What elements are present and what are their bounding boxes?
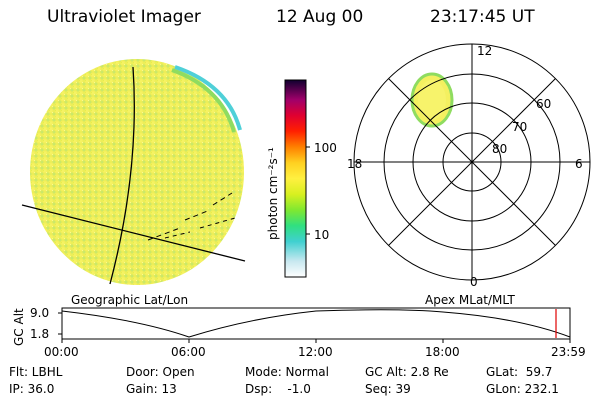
polar-label-12: 12 — [477, 44, 493, 58]
info-dsp: Dsp: -1.0 — [245, 382, 311, 396]
latitude-line — [21, 204, 246, 262]
info-ip: IP: 36.0 — [9, 382, 55, 396]
time-label: 23:17:45 UT — [430, 7, 535, 27]
earth-disk — [21, 59, 246, 285]
polar-lat-60: 60 — [536, 97, 552, 111]
altitude-curve — [61, 309, 571, 338]
info-gain: Gain: 13 — [126, 382, 177, 396]
info-glon: GLon: 232.1 — [486, 382, 559, 396]
apex-caption: Apex MLat/MLT — [425, 293, 515, 307]
info-flt: Flt: LBHL — [9, 365, 63, 379]
date-label: 12 Aug 00 — [276, 7, 364, 27]
timeline-xtick-1200: 12:00 — [298, 345, 333, 359]
timeline-xtick-0600: 06:00 — [171, 345, 206, 359]
polar-lat-70: 70 — [512, 120, 528, 134]
info-seq: Seq: 39 — [365, 382, 411, 396]
polar-lat-80: 80 — [492, 142, 508, 156]
polar-label-18: 18 — [347, 157, 363, 171]
colorbar — [284, 79, 310, 278]
timeline-ytick-top: 9.0 — [30, 306, 50, 320]
timeline-ytick-bottom: 1.8 — [30, 327, 50, 341]
timeline-xtick-0000: 00:00 — [44, 345, 79, 359]
info-mode: Mode: Normal — [245, 365, 329, 379]
polar-label-6: 6 — [575, 157, 583, 171]
meridian-line — [109, 66, 135, 285]
colorbar-tick-100: 100 — [314, 141, 337, 155]
info-gcalt: GC Alt: 2.8 Re — [365, 365, 449, 379]
info-glat: GLat: 59.7 — [486, 365, 553, 379]
geo-caption: Geographic Lat/Lon — [71, 293, 189, 307]
timeline-ylabel: GC Alt — [12, 308, 26, 346]
timeline-xtick-2359: 23:59 — [551, 345, 586, 359]
app-title: Ultraviolet Imager — [47, 7, 201, 27]
info-door: Door: Open — [126, 365, 195, 379]
colorbar-tick-10: 10 — [314, 228, 330, 242]
timeline-xtick-1800: 18:00 — [425, 345, 460, 359]
polar-label-0: 0 — [470, 275, 478, 289]
oval-dashes — [147, 192, 233, 241]
